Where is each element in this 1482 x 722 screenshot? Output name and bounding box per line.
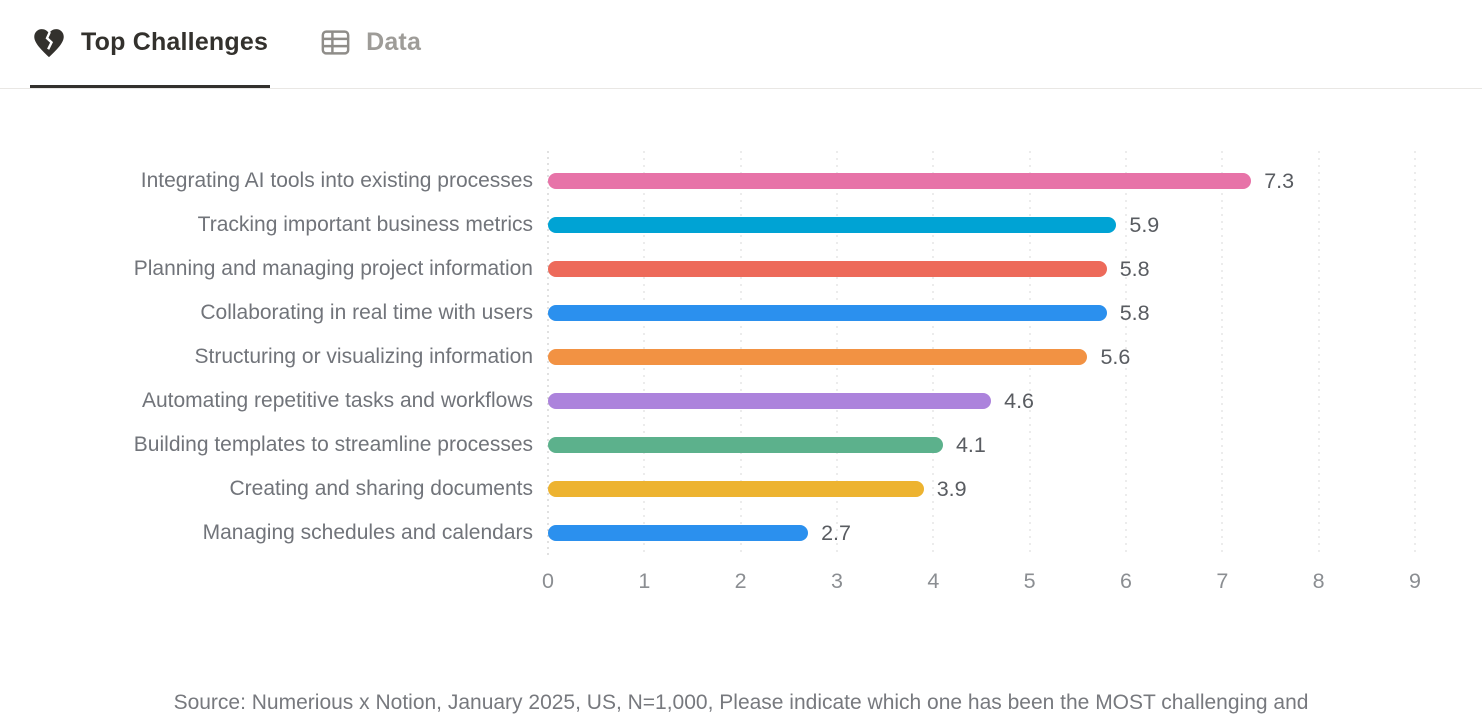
- category-label: Collaborating in real time with users: [200, 301, 533, 324]
- category-label: Tracking important business metrics: [197, 213, 533, 236]
- value-label: 5.8: [1119, 256, 1150, 281]
- value-label: 5.6: [1100, 344, 1131, 369]
- bar-track: 4.1: [548, 423, 1415, 467]
- gridline: [1221, 151, 1223, 555]
- bar: [548, 305, 1107, 321]
- bar-track: 5.8: [548, 247, 1415, 291]
- broken-heart-icon: [32, 27, 66, 59]
- x-tick-label: 0: [542, 569, 554, 593]
- chart-row: Automating repetitive tasks and workflow…: [0, 379, 1482, 423]
- x-tick-label: 3: [831, 569, 843, 593]
- category-label: Automating repetitive tasks and workflow…: [141, 389, 533, 412]
- bar: [548, 437, 943, 453]
- bar: [548, 393, 992, 409]
- x-tick-label: 9: [1409, 569, 1421, 593]
- bar: [548, 261, 1107, 277]
- category-label: Integrating AI tools into existing proce…: [140, 169, 533, 192]
- tab-top-challenges[interactable]: Top Challenges: [30, 0, 271, 88]
- x-tick-label: 5: [1023, 569, 1036, 593]
- tab-data-label: Data: [366, 28, 422, 56]
- bar: [548, 217, 1117, 233]
- x-tick-label: 2: [734, 569, 747, 593]
- bar: [548, 525, 809, 541]
- gridline: [1414, 151, 1416, 555]
- x-tick-label: 6: [1120, 569, 1132, 593]
- bar-track: 7.3: [548, 159, 1415, 203]
- source-line-1: Source: Numerious x Notion, January 2025…: [173, 691, 1309, 714]
- bar-chart: Integrating AI tools into existing proce…: [0, 151, 1482, 601]
- chart-row: Building templates to streamline process…: [0, 423, 1482, 467]
- value-label: 5.9: [1129, 212, 1160, 237]
- chart-row: Structuring or visualizing information 5.…: [0, 335, 1482, 379]
- value-label: 2.7: [821, 520, 851, 545]
- bar: [548, 481, 924, 497]
- category-label: Building templates to streamline process…: [133, 433, 533, 456]
- x-tick-label: 1: [638, 569, 651, 593]
- tab-data[interactable]: Data: [318, 0, 423, 88]
- value-label: 3.9: [936, 476, 967, 501]
- value-label: 4.1: [955, 432, 986, 457]
- bar: [548, 173, 1252, 189]
- value-label: 5.8: [1119, 300, 1150, 325]
- x-tick-label: 7: [1216, 569, 1229, 593]
- x-tick-label: 8: [1312, 569, 1325, 593]
- chart-row: Integrating AI tools into existing proce…: [0, 159, 1482, 203]
- category-label: Creating and sharing documents: [229, 477, 533, 500]
- tab-bar: Top Challenges Data: [0, 0, 1482, 89]
- tab-top-challenges-label: Top Challenges: [81, 28, 269, 56]
- bar-track: 5.9: [548, 203, 1415, 247]
- category-label: Managing schedules and calendars: [202, 521, 533, 544]
- value-label: 4.6: [1004, 388, 1035, 413]
- bar-track: 5.8: [548, 291, 1415, 335]
- chart-row: Managing schedules and calendars 2.7: [0, 511, 1482, 555]
- gridline: [1318, 151, 1320, 555]
- bar-track: 4.6: [548, 379, 1415, 423]
- bar-track: 3.9: [548, 467, 1415, 511]
- x-axis: 0 1 2 3 4 5 6 7 8 9: [542, 555, 1421, 601]
- x-tick-label: 4: [927, 569, 940, 593]
- table-icon: [320, 27, 351, 58]
- chart-row: Collaborating in real time with users 5.8: [0, 291, 1482, 335]
- category-label: Planning and managing project informatio…: [133, 257, 533, 280]
- bar-track: 2.7: [548, 511, 1415, 555]
- chart-row: Planning and managing project informatio…: [0, 247, 1482, 291]
- category-label: Structuring or visualizing information: [194, 345, 533, 368]
- chart-body: Integrating AI tools into existing proce…: [0, 151, 1482, 555]
- bar: [548, 349, 1088, 365]
- gridline: [1125, 151, 1127, 555]
- value-label: 7.3: [1264, 168, 1295, 193]
- chart-row: Tracking important business metrics 5.9: [0, 203, 1482, 247]
- source-note: Source: Numerious x Notion, January 2025…: [0, 625, 1482, 722]
- bar-track: 5.6: [548, 335, 1415, 379]
- chart-row: Creating and sharing documents 3.9: [0, 467, 1482, 511]
- chart-rows: Integrating AI tools into existing proce…: [0, 159, 1482, 555]
